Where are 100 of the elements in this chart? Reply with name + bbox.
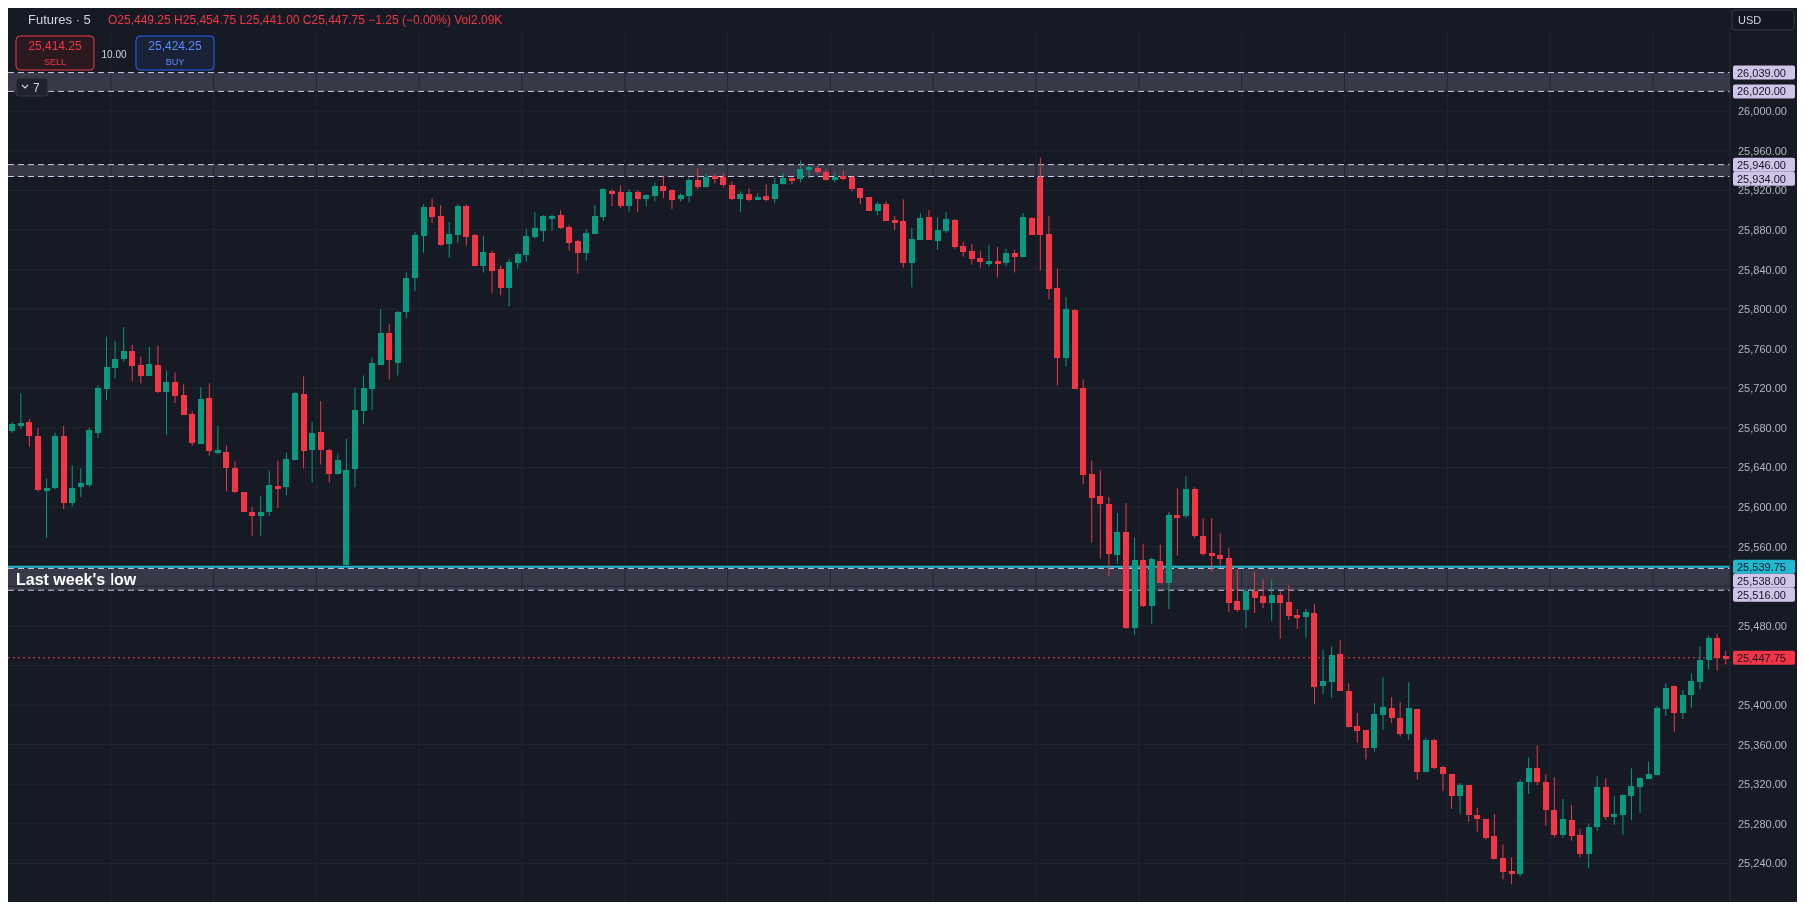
candlestick	[1568, 804, 1575, 842]
candlestick	[1234, 568, 1241, 613]
y-tick-label: 25,280.00	[1738, 817, 1787, 830]
candlestick	[1611, 795, 1618, 826]
candlestick	[360, 374, 367, 425]
candlestick	[1268, 578, 1275, 622]
candlestick	[617, 184, 624, 209]
candlestick	[994, 246, 1001, 278]
candlestick	[1448, 773, 1455, 810]
candlestick	[1217, 532, 1224, 566]
candlestick	[1688, 672, 1695, 709]
y-tick-label: 25,360.00	[1738, 738, 1787, 751]
candlestick	[1380, 676, 1387, 731]
y-tick-label: 25,760.00	[1738, 342, 1787, 355]
candlestick	[1508, 856, 1515, 885]
ref-line-label: 25,539.75	[1737, 560, 1786, 573]
candlestick	[309, 421, 316, 483]
candlestick	[257, 495, 264, 537]
candlestick	[728, 180, 735, 201]
candlestick	[223, 445, 230, 492]
candlestick	[1302, 608, 1309, 639]
y-tick-label: 25,840.00	[1738, 263, 1787, 276]
annotation: 10.00	[101, 49, 127, 60]
y-tick-label: 25,920.00	[1738, 184, 1787, 197]
candlestick	[77, 467, 84, 498]
candlestick	[497, 265, 504, 296]
y-tick-label: 25,400.00	[1738, 699, 1787, 712]
candlestick	[574, 239, 581, 274]
candlestick	[1559, 798, 1566, 839]
candlestick	[686, 176, 693, 203]
candlestick	[943, 211, 950, 234]
candlestick	[608, 188, 615, 207]
candlestick	[1097, 469, 1104, 560]
candlestick	[985, 244, 992, 268]
y-tick-label: 25,240.00	[1738, 857, 1787, 870]
candlestick	[968, 243, 975, 266]
candlestick	[746, 187, 753, 202]
candlestick	[1362, 729, 1369, 760]
ref-line-label: 25,946.00	[1737, 158, 1786, 171]
candlestick	[540, 214, 547, 243]
candlestick	[1285, 584, 1292, 621]
candlestick	[1457, 782, 1464, 815]
annotation: BUY	[165, 57, 185, 67]
ref-line-label: 25,516.00	[1737, 588, 1786, 601]
candlestick	[1491, 813, 1498, 860]
band-label: Last week's low	[16, 571, 137, 589]
candlestick	[112, 340, 119, 379]
candlestick	[1705, 635, 1712, 670]
candlestick	[1440, 764, 1446, 792]
ref-line-label: 26,039.00	[1737, 66, 1786, 79]
y-tick-label: 25,960.00	[1738, 144, 1787, 157]
candlestick	[917, 212, 924, 241]
candlestick	[43, 477, 50, 539]
candlestick	[1260, 578, 1267, 609]
candlestick	[626, 188, 633, 213]
candlestick	[317, 400, 324, 466]
candlestick	[557, 209, 564, 230]
candlestick	[274, 460, 281, 509]
candlestick	[1114, 512, 1121, 564]
candlestick	[1208, 517, 1215, 572]
candlestick	[806, 164, 813, 179]
candlestick	[771, 176, 778, 204]
candlestick	[249, 506, 256, 537]
ref-line-label: 26,020.00	[1737, 85, 1786, 98]
candlestick	[103, 336, 110, 401]
candlestick	[660, 176, 667, 199]
ref-line-label: 25,934.00	[1737, 172, 1786, 185]
candlestick	[1388, 696, 1395, 724]
candlestick	[120, 326, 127, 363]
chart-title: Futures · 5	[28, 12, 91, 27]
candlestick	[1294, 608, 1301, 630]
candlestick	[1534, 745, 1541, 786]
candlestick	[1577, 828, 1584, 858]
annotation: 7	[33, 81, 40, 95]
candlestick	[934, 216, 941, 251]
candlestick	[69, 465, 76, 507]
candlestick	[925, 209, 932, 241]
candlestick	[1011, 249, 1018, 274]
candlestick	[566, 224, 573, 252]
text: O25,449.25 H25,454.75 L25,441.00 C25,447.75 −1.25 (−0.00%) Vol2.09K	[108, 13, 503, 27]
y-tick-label: 25,640.00	[1738, 461, 1787, 474]
ref-line-label: 25,538.00	[1737, 574, 1786, 587]
candlestick	[1251, 570, 1258, 614]
candlestick	[549, 213, 556, 232]
candlestick	[137, 356, 144, 384]
candlestick	[1679, 689, 1686, 720]
y-tick-label: 25,680.00	[1738, 421, 1787, 434]
y-tick-label: 25,600.00	[1738, 501, 1787, 514]
candlestick	[1157, 544, 1164, 584]
y-tick-label: 25,560.00	[1738, 540, 1787, 553]
candlestick	[1499, 844, 1506, 880]
candlestick	[1697, 646, 1704, 690]
text: USD	[1738, 14, 1762, 26]
candlestick	[26, 418, 33, 448]
candlestick	[634, 189, 641, 213]
candlestick	[1619, 793, 1626, 836]
candlestick	[1174, 487, 1181, 557]
y-tick-label: 25,480.00	[1738, 619, 1787, 632]
y-tick-label: 25,720.00	[1738, 382, 1787, 395]
candlestick	[797, 160, 804, 183]
